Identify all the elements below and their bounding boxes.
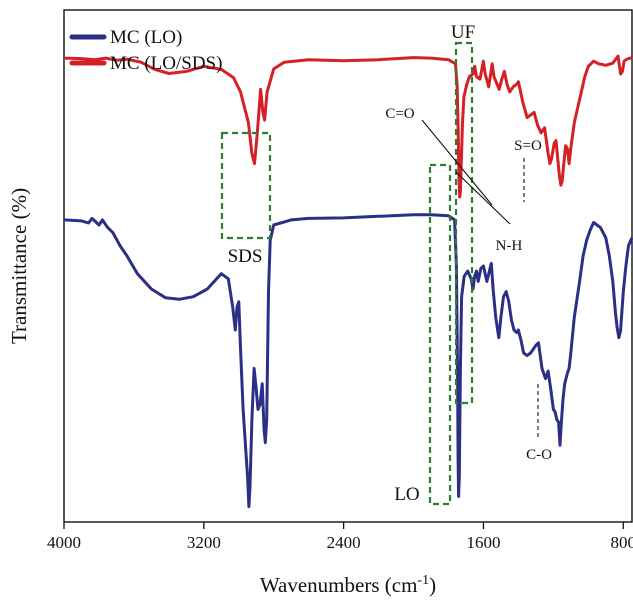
- plot-frame: [63, 9, 633, 523]
- nh-pointer: [455, 171, 511, 225]
- x-tick-label-2400: 2400: [327, 533, 361, 552]
- y-axis-title: Transmittance (%): [7, 188, 31, 344]
- legend-label-mc-lo: MC (LO): [110, 27, 182, 48]
- lo-box: [428, 163, 452, 506]
- so-label: S=O: [514, 138, 542, 154]
- x-axis-ticks: 4000 3200 2400 1600 800: [47, 522, 633, 552]
- annotation-lines: [421, 119, 539, 440]
- lo-label: LO: [394, 484, 419, 505]
- x-tick-label-800: 800: [611, 533, 633, 552]
- co-single-label: C-O: [526, 447, 552, 463]
- sds-label: SDS: [228, 246, 263, 267]
- series-layer: [63, 54, 633, 509]
- legend-label-mc-lo-sds: MC (LO/SDS): [110, 53, 222, 74]
- sds-box: [220, 131, 272, 240]
- uf-label: UF: [451, 22, 475, 43]
- x-tick-label-4000: 4000: [47, 533, 81, 552]
- uf-box: [454, 41, 474, 405]
- x-axis-title: Wavenumbers (cm-1): [260, 573, 436, 597]
- legend: MC (LO) MC (LO/SDS): [69, 27, 222, 74]
- x-axis-title-close: ): [429, 573, 436, 597]
- co-double-pointer: [421, 119, 493, 206]
- x-axis-title-main: Wavenumbers (cm: [260, 573, 418, 597]
- x-axis-title-superscript: -1: [417, 573, 429, 588]
- x-tick-label-3200: 3200: [187, 533, 221, 552]
- x-tick-label-1600: 1600: [466, 533, 500, 552]
- annotation-boxes: [220, 41, 474, 506]
- nh-label: N-H: [496, 238, 523, 254]
- series-line-mc-lo-sds: [63, 54, 633, 199]
- co-double-label: C=O: [385, 106, 414, 122]
